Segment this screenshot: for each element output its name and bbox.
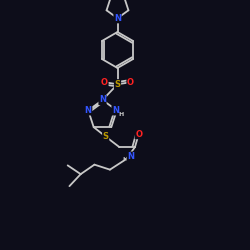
- Text: O: O: [135, 130, 142, 139]
- Text: H: H: [122, 157, 128, 162]
- Text: N: N: [99, 96, 106, 104]
- Text: N: N: [127, 152, 134, 161]
- Text: S: S: [103, 132, 109, 141]
- Text: S: S: [114, 80, 120, 89]
- Text: O: O: [127, 78, 134, 87]
- Text: N: N: [112, 106, 119, 115]
- Text: H: H: [119, 112, 124, 116]
- Text: N: N: [85, 106, 92, 115]
- Text: O: O: [101, 78, 108, 87]
- Text: N: N: [114, 14, 121, 23]
